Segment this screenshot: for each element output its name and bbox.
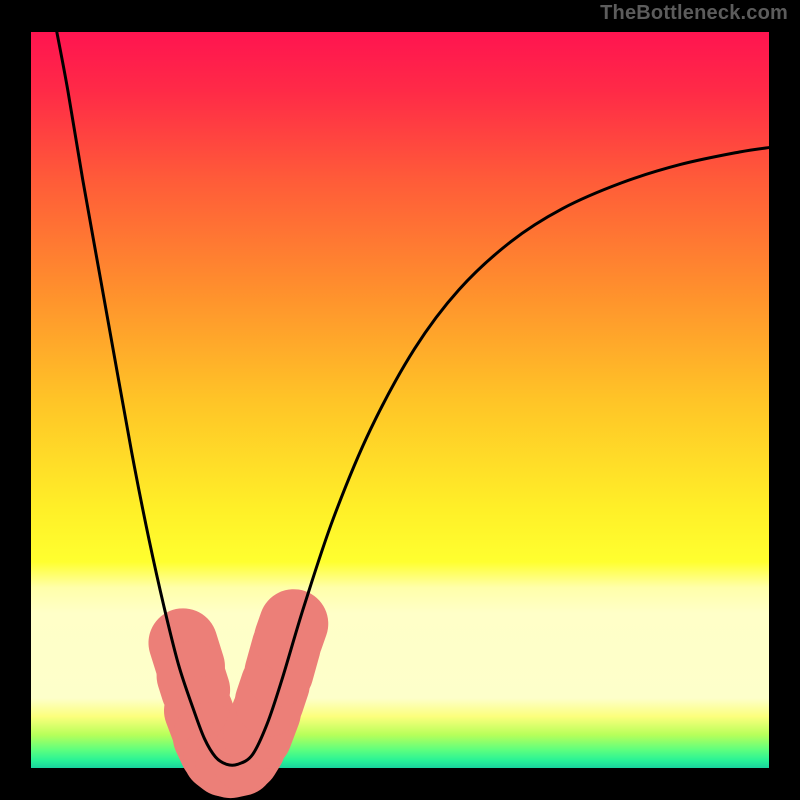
attribution-label: TheBottleneck.com xyxy=(600,2,788,25)
chart-stage: TheBottleneck.com xyxy=(0,0,800,800)
data-marker xyxy=(289,624,294,639)
plot-background xyxy=(31,32,769,768)
bottleneck-curve-chart xyxy=(0,0,800,800)
